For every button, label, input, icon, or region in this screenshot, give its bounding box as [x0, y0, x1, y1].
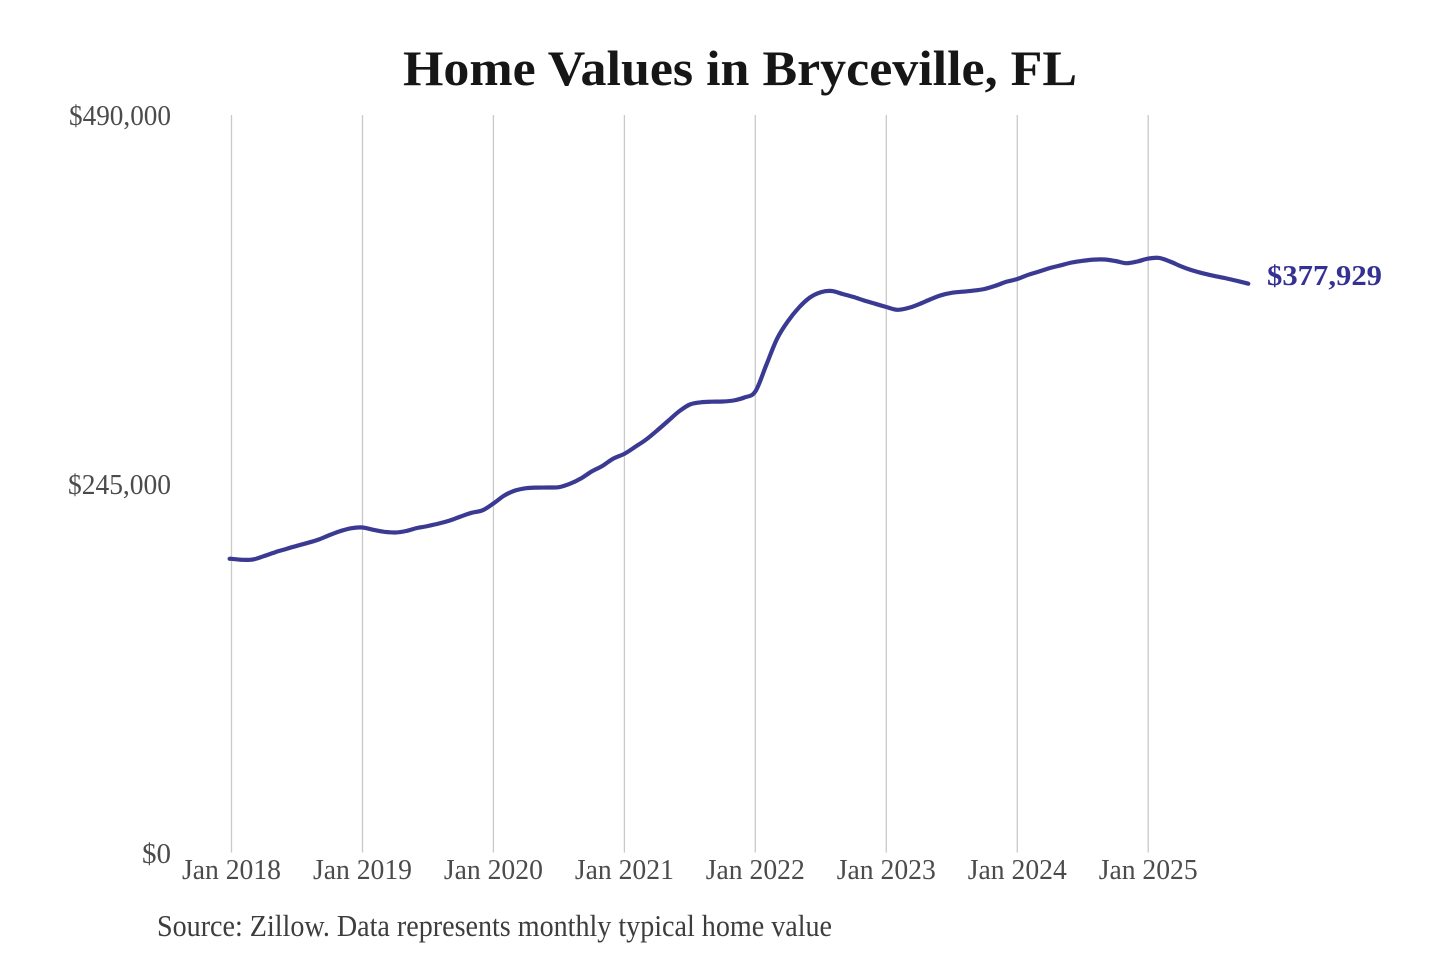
- svg-text:$377,929: $377,929: [1267, 261, 1382, 292]
- svg-text:Jan 2024: Jan 2024: [968, 854, 1067, 886]
- svg-text:Jan 2018: Jan 2018: [182, 854, 281, 886]
- svg-text:Source: Zillow. Data represent: Source: Zillow. Data represents monthly …: [157, 908, 832, 943]
- svg-text:Jan 2025: Jan 2025: [1099, 854, 1198, 886]
- svg-text:Jan 2022: Jan 2022: [706, 854, 805, 886]
- svg-text:Jan 2023: Jan 2023: [837, 854, 936, 886]
- svg-text:Home Values in Bryceville, FL: Home Values in Bryceville, FL: [403, 40, 1077, 96]
- svg-text:Jan 2020: Jan 2020: [444, 854, 543, 886]
- svg-text:$245,000: $245,000: [68, 469, 171, 501]
- svg-text:Jan 2019: Jan 2019: [313, 854, 412, 886]
- svg-text:$0: $0: [142, 838, 171, 870]
- svg-text:$490,000: $490,000: [69, 100, 171, 132]
- svg-text:Jan 2021: Jan 2021: [575, 854, 674, 886]
